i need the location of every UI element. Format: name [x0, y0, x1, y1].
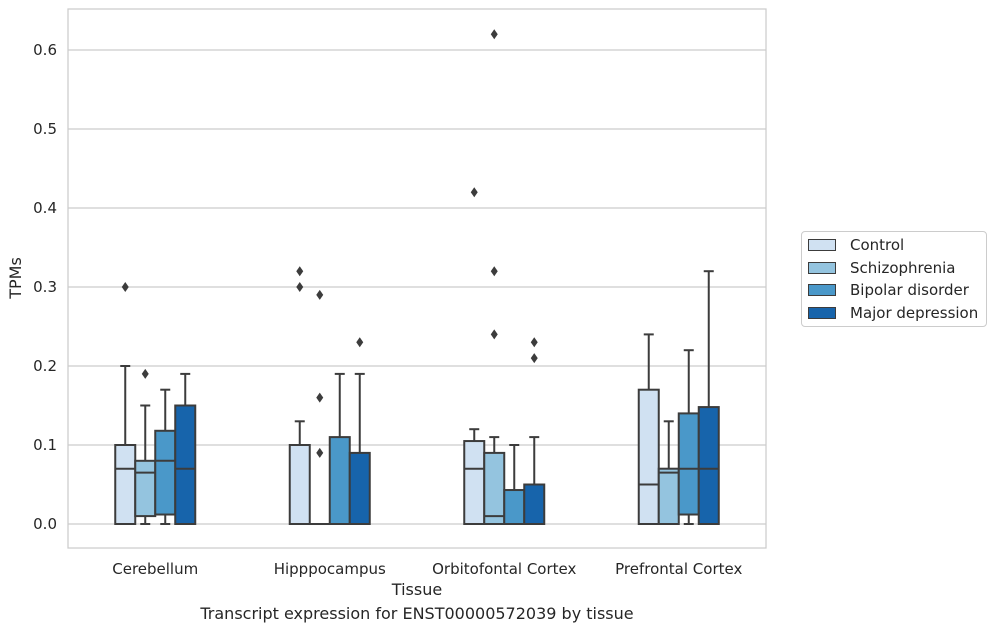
box-body — [463, 440, 486, 525]
outlier-point — [316, 392, 324, 403]
box-major-depression — [348, 337, 371, 525]
y-tick-label: 0.5 — [33, 120, 57, 138]
legend-item-control: Control — [808, 235, 904, 255]
legend-item-bipolar-disorder: Bipolar disorder — [808, 280, 969, 300]
box-schizophrenia — [308, 289, 331, 526]
box-body — [677, 412, 700, 516]
box-body — [523, 483, 546, 525]
box-bipolar-disorder — [328, 372, 351, 526]
outlier-point — [490, 29, 498, 40]
box-body — [657, 467, 680, 526]
outlier-point — [530, 337, 538, 348]
legend-swatch-bipolar-disorder — [808, 284, 836, 296]
box-control — [114, 282, 137, 525]
box-body — [134, 459, 157, 518]
box-major-depression — [174, 372, 197, 525]
plot-frame — [67, 8, 767, 549]
outlier-point — [356, 337, 364, 348]
outlier-point — [121, 282, 129, 292]
outlier-point — [316, 447, 324, 458]
y-tick-label: 0.6 — [33, 41, 57, 59]
boxes — [114, 29, 720, 526]
legend-label-major-depression: Major depression — [850, 304, 979, 322]
legend-item-schizophrenia: Schizophrenia — [808, 258, 955, 278]
y-tick-label: 0.0 — [33, 515, 57, 533]
box-control — [288, 266, 311, 525]
outlier-point — [470, 187, 478, 198]
legend-label-control: Control — [850, 236, 905, 254]
y-tick-label: 0.3 — [33, 278, 57, 296]
box-body — [114, 444, 137, 525]
box-major-depression — [697, 270, 720, 525]
box-body — [288, 444, 311, 525]
legend: Control Schizophrenia Bipolar disorder M… — [801, 231, 987, 327]
box-body — [348, 451, 371, 525]
y-tick-label: 0.4 — [33, 199, 57, 217]
outlier-point — [141, 368, 149, 379]
outlier-point — [296, 282, 304, 292]
box-schizophrenia — [134, 368, 157, 525]
legend-swatch-schizophrenia — [808, 262, 836, 274]
x-tick-labels: Cerebellum Hipppocampus Orbitofontal Corte… — [112, 560, 742, 578]
box-body — [174, 404, 197, 525]
box-control — [637, 333, 660, 526]
y-tick-label: 0.1 — [33, 436, 57, 454]
x-tick-label: Orbitofontal Cortex — [432, 560, 576, 578]
legend-swatch-major-depression — [808, 307, 836, 319]
outlier-point — [490, 266, 498, 277]
y-tick-label: 0.2 — [33, 357, 57, 375]
box-bipolar-disorder — [503, 444, 526, 525]
figure-caption: Transcript expression for ENST0000057203… — [200, 604, 634, 623]
legend-label-schizophrenia: Schizophrenia — [850, 259, 956, 277]
box-body — [154, 429, 177, 516]
box-major-depression — [523, 337, 546, 525]
box-body — [697, 406, 720, 525]
x-axis-label: Tissue — [391, 580, 442, 599]
box-body — [637, 388, 660, 526]
x-tick-label: Prefrontal Cortex — [615, 560, 742, 578]
box-body — [483, 451, 506, 525]
box-body — [328, 436, 351, 526]
y-tick-labels: 0.0 0.1 0.2 0.3 0.4 0.5 0.6 — [33, 41, 57, 533]
outlier-point — [530, 353, 538, 364]
legend-swatch-control — [808, 239, 836, 251]
box-schizophrenia — [483, 29, 506, 525]
legend-label-bipolar-disorder: Bipolar disorder — [850, 281, 969, 299]
x-tick-label: Cerebellum — [112, 560, 198, 578]
legend-item-major-depression: Major depression — [808, 303, 978, 323]
x-tick-label: Hipppocampus — [274, 560, 386, 578]
outlier-point — [490, 329, 498, 340]
outlier-point — [316, 289, 324, 300]
y-axis-label: TPMs — [6, 257, 25, 300]
outlier-point — [296, 266, 304, 277]
box-body — [503, 489, 526, 525]
